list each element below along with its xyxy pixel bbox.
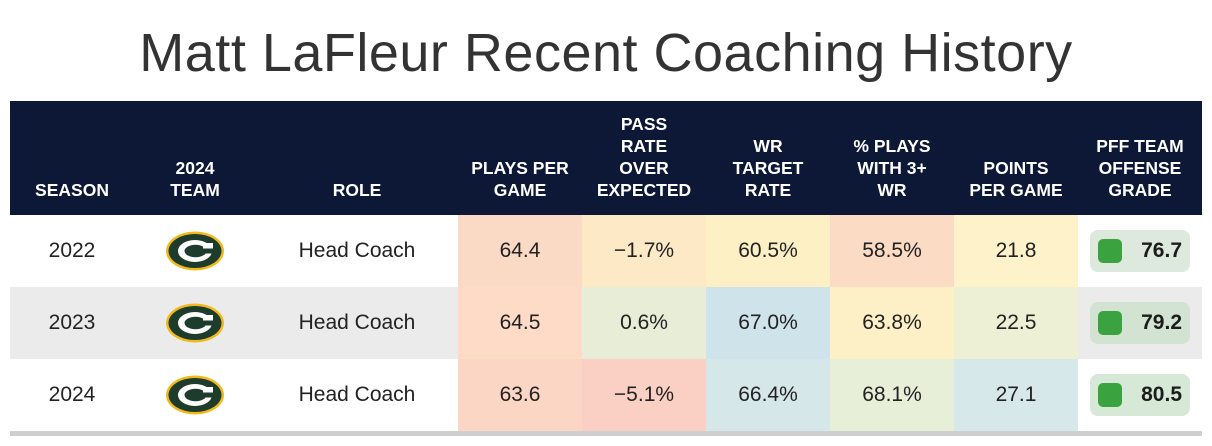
header-pass-rate-over-expected: PASS RATE OVER EXPECTED (596, 114, 692, 200)
grade-badge: 79.2 (1090, 302, 1190, 344)
cell-pass-rate-over-expected: −1.7% (582, 215, 706, 287)
table-bottom-border (10, 431, 1202, 436)
header-wr-target-rate: WR TARGET RATE (732, 136, 804, 200)
cell-points-per-game: 27.1 (954, 359, 1078, 431)
cell-role: Head Coach (298, 383, 416, 406)
cell-plays-per-game: 64.4 (458, 215, 582, 287)
cell-season: 2022 (48, 239, 96, 262)
table-header: SEASON 2024 TEAM ROLE PLAYS PER GAME PAS… (10, 101, 1202, 215)
table-row: 2022 Head Coach 64.4 −1.7% 60.5% 58.5% 2… (10, 215, 1202, 287)
grade-value: 79.2 (1141, 311, 1182, 334)
cell-wr-target-rate: 66.4% (706, 359, 830, 431)
cell-season: 2023 (48, 311, 96, 334)
packers-logo-icon (134, 359, 256, 431)
cell-plays-per-game: 63.6 (458, 359, 582, 431)
grade-badge: 76.7 (1090, 230, 1190, 272)
header-role: ROLE (332, 180, 382, 200)
cell-three-wr-plays: 63.8% (830, 287, 954, 359)
cell-three-wr-plays: 68.1% (830, 359, 954, 431)
grade-value: 76.7 (1141, 239, 1182, 262)
header-three-wr-plays: % PLAYS WITH 3+ WR (853, 136, 931, 200)
cell-role: Head Coach (298, 239, 416, 262)
header-plays-per-game: PLAYS PER GAME (471, 158, 569, 200)
cell-three-wr-plays: 58.5% (830, 215, 954, 287)
table-row: 2024 Head Coach 63.6 −5.1% 66.4% 68.1% 2… (10, 359, 1202, 431)
header-team: 2024 TEAM (170, 158, 220, 200)
grade-value: 80.5 (1141, 383, 1182, 406)
cell-pass-rate-over-expected: −5.1% (582, 359, 706, 431)
cell-wr-target-rate: 60.5% (706, 215, 830, 287)
grade-dot-icon (1098, 239, 1122, 263)
packers-logo-icon (134, 287, 256, 359)
grade-badge: 80.5 (1090, 374, 1190, 416)
cell-pff-grade: 80.5 (1078, 359, 1202, 431)
packers-logo-icon (134, 215, 256, 287)
grade-dot-icon (1098, 383, 1122, 407)
cell-points-per-game: 22.5 (954, 287, 1078, 359)
table-row: 2023 Head Coach 64.5 0.6% 67.0% 63.8% 22… (10, 287, 1202, 359)
cell-role: Head Coach (298, 311, 416, 334)
cell-plays-per-game: 64.5 (458, 287, 582, 359)
header-season: SEASON (35, 180, 109, 200)
cell-season: 2024 (48, 383, 96, 406)
header-pff-grade: PFF TEAM OFFENSE GRADE (1096, 136, 1184, 200)
cell-pff-grade: 76.7 (1078, 215, 1202, 287)
table-body: 2022 Head Coach 64.4 −1.7% 60.5% 58.5% 2… (10, 215, 1202, 431)
header-points-per-game: POINTS PER GAME (969, 158, 1063, 200)
cell-points-per-game: 21.8 (954, 215, 1078, 287)
cell-wr-target-rate: 67.0% (706, 287, 830, 359)
coaching-history-table: SEASON 2024 TEAM ROLE PLAYS PER GAME PAS… (10, 101, 1202, 431)
cell-pass-rate-over-expected: 0.6% (582, 287, 706, 359)
page-title: Matt LaFleur Recent Coaching History (139, 23, 1073, 83)
cell-pff-grade: 79.2 (1078, 287, 1202, 359)
grade-dot-icon (1098, 311, 1122, 335)
